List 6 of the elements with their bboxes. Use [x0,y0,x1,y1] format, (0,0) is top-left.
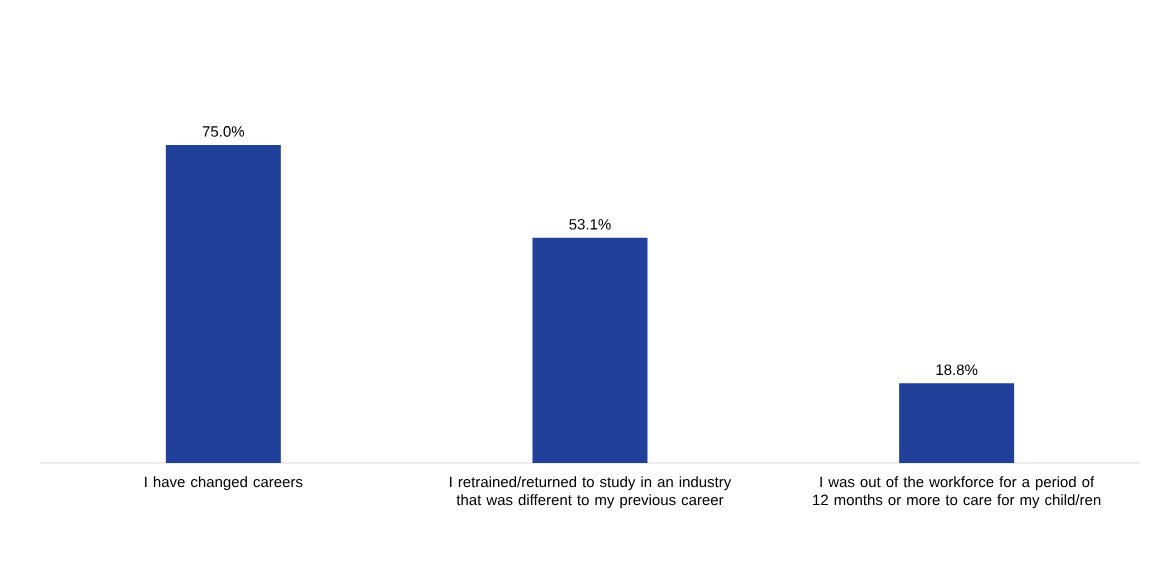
x-tick-label: I have changed careers [145,476,303,491]
data-label: 53.1% [569,218,611,230]
x-tick-label: I was out of the workforce for a period of 12 months or more to care for my child/ren [813,476,1101,509]
data-label: 75.0% [202,126,245,137]
data-label: 18.8% [936,364,978,376]
x-tick-label: I retrained/returned to study in an industry that was different to my previous career [450,476,732,509]
